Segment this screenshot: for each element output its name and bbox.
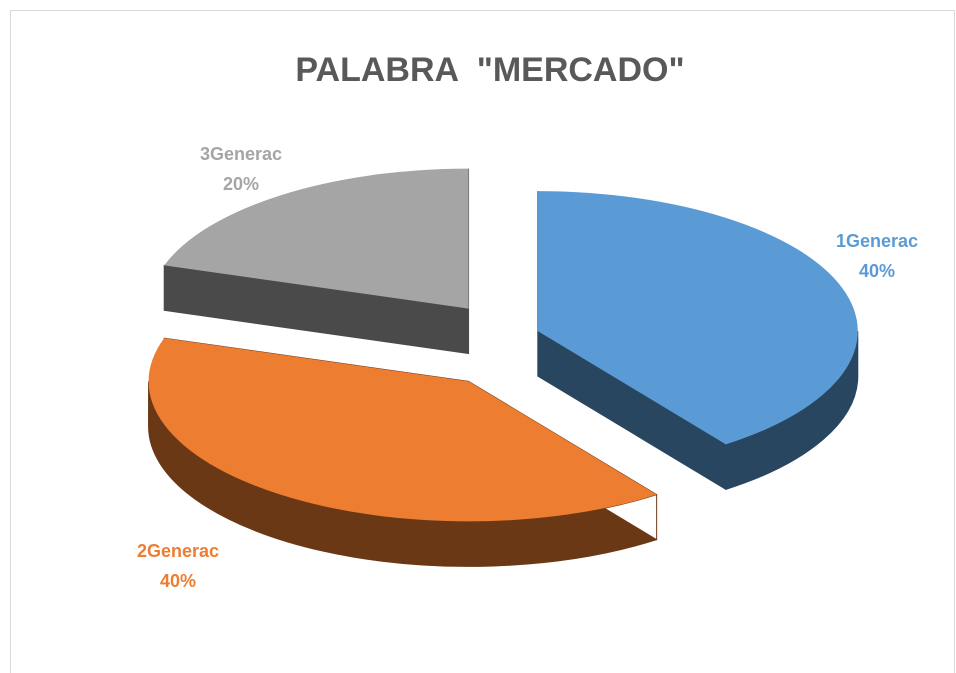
data-label-value: 40% bbox=[160, 571, 196, 591]
data-label-category: 2Generac bbox=[137, 541, 219, 561]
chart-title: PALABRA "MERCADO" bbox=[295, 51, 684, 89]
data-label-value: 20% bbox=[223, 174, 259, 194]
slice bbox=[537, 191, 858, 445]
slice bbox=[164, 168, 469, 309]
data-label-category: 3Generac bbox=[200, 144, 282, 164]
data-label-value: 40% bbox=[859, 261, 895, 281]
slice bbox=[148, 338, 657, 522]
data-label-category: 1Generac bbox=[836, 231, 918, 251]
